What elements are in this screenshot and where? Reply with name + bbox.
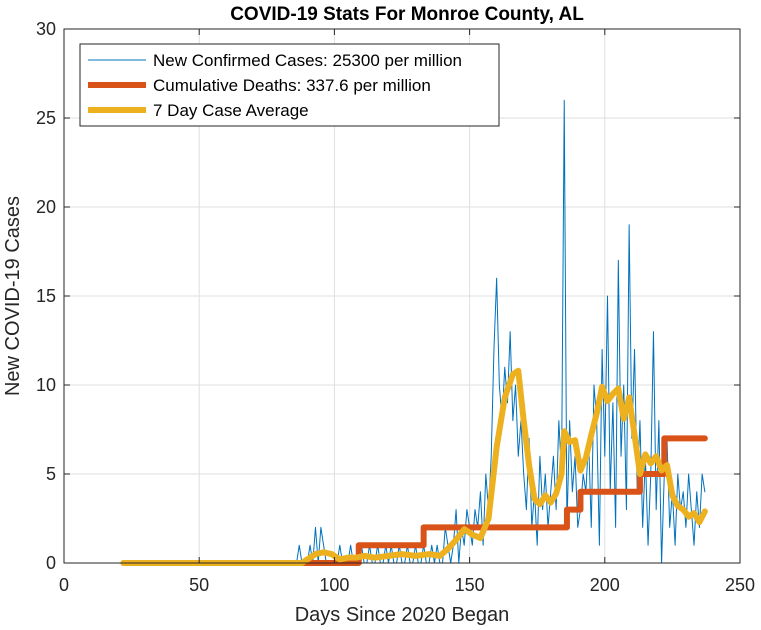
legend-box [79,43,500,127]
x-tick-label: 150 [455,575,485,595]
y-tick-label: 15 [36,286,56,306]
y-tick-label: 20 [36,197,56,217]
x-tick-label: 0 [59,575,69,595]
x-tick-label: 250 [725,575,755,595]
chart-title: COVID-19 Stats For Monroe County, AL [230,4,584,25]
series-layer [120,99,708,566]
series-line-deaths [120,435,708,566]
legend-label-7-day-average: 7 Day Case Average [153,101,309,120]
legend-label-deaths: Cumulative Deaths: 337.6 per million [153,76,431,95]
tick-layer: 0 50 100 150 200 250 0 5 10 15 20 25 30 [36,19,755,595]
y-tick-label: 5 [46,464,56,484]
legend: New Confirmed Cases: 25300 per million C… [79,43,500,127]
y-axis-label: New COVID-19 Cases [2,196,24,396]
x-tick-label: 100 [319,575,349,595]
series-line-7-day-average [120,367,708,566]
x-tick-label: 50 [189,575,209,595]
y-tick-label: 10 [36,375,56,395]
y-tick-label: 30 [36,19,56,39]
y-tick-label: 25 [36,108,56,128]
x-tick-label: 200 [590,575,620,595]
x-axis-label: Days Since 2020 Began [295,604,510,626]
y-tick-label: 0 [46,553,56,573]
legend-label-new-cases: New Confirmed Cases: 25300 per million [153,51,462,70]
